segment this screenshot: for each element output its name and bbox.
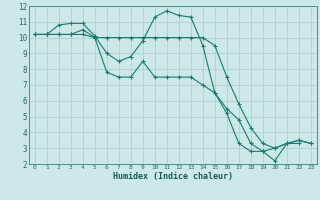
X-axis label: Humidex (Indice chaleur): Humidex (Indice chaleur) [113, 172, 233, 181]
